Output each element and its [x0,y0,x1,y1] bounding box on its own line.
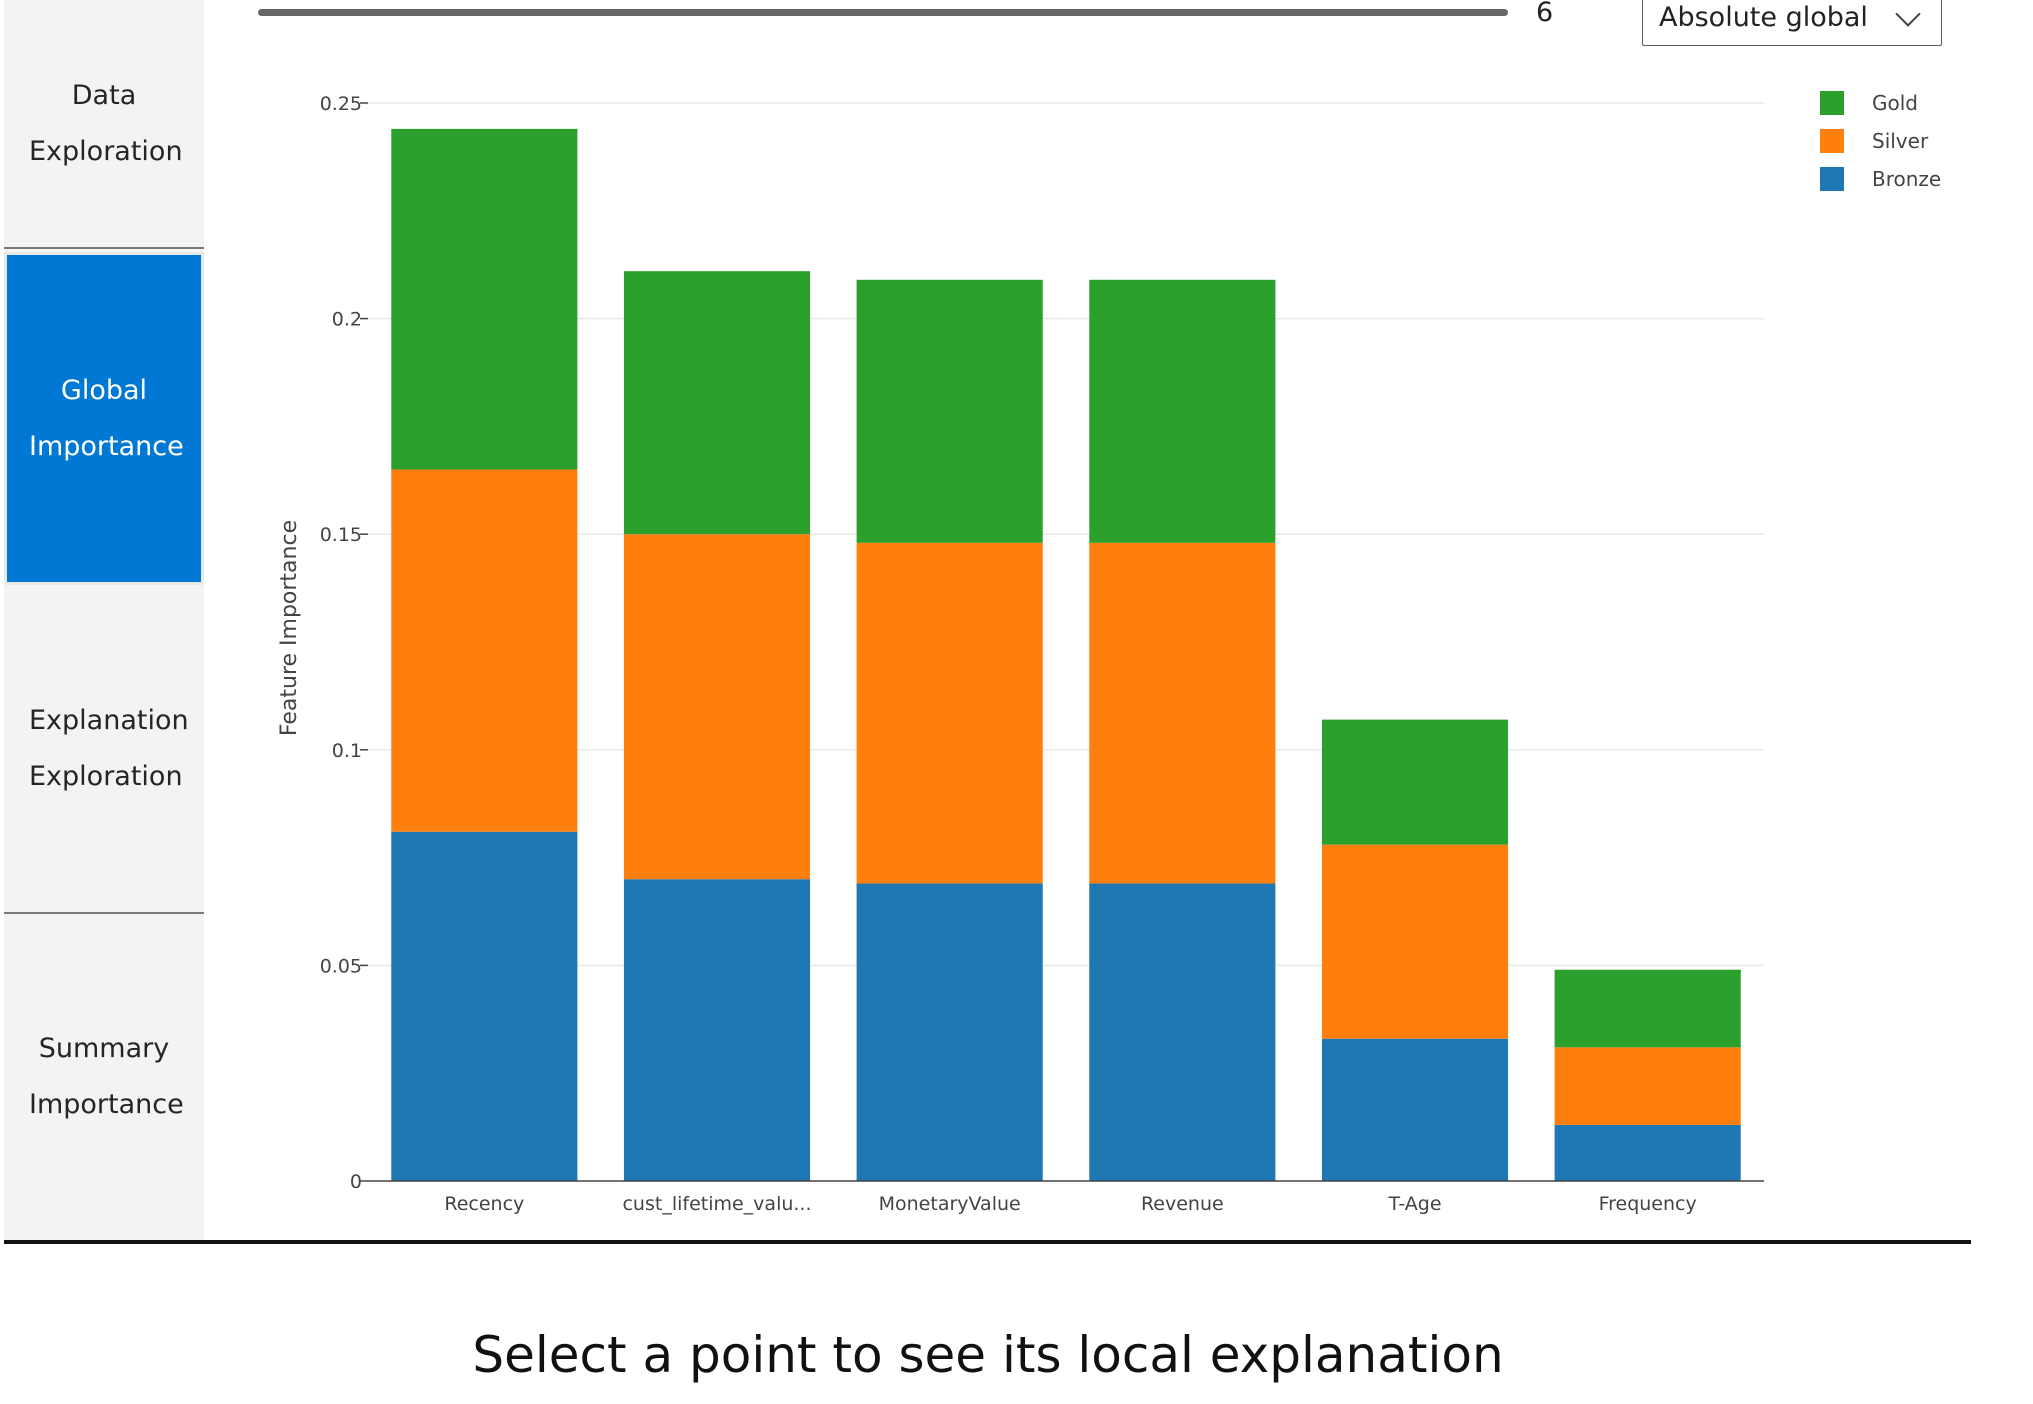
legend-label: Bronze [1872,167,1941,191]
y-axis-title: Feature Importance [277,520,302,736]
bar-segment-bronze[interactable] [856,883,1043,1181]
nav-item-explanation-exploration[interactable]: Explanation Exploration [4,585,204,912]
bar-segment-silver[interactable] [1089,542,1276,884]
nav-divider [4,247,204,249]
bar-segment-silver[interactable] [856,542,1043,884]
nav-item-summary-importance[interactable]: Summary Importance [4,914,204,1240]
x-tick-label: Frequency [1599,1193,1697,1215]
sidebar-nav: Data Exploration Global Importance Expla… [4,0,204,1240]
nav-item-data-exploration[interactable]: Data Exploration [4,0,204,248]
section-divider [4,1240,1971,1244]
nav-item-label: Summary Importance [29,1033,184,1120]
axes: 0 0.05 0.1 0.15 0.2 0.25 Recency cust_lifetime_… [320,93,1764,1215]
bar-segment-gold[interactable] [1554,969,1741,1048]
nav-item-global-importance[interactable]: Global Importance [4,252,204,585]
bar-segment-silver[interactable] [1554,1047,1741,1125]
legend-swatch [1820,167,1844,191]
dropdown-value: Absolute global [1659,2,1868,33]
nav-item-label: Explanation Exploration [29,704,189,792]
bar-segment-silver[interactable] [391,469,578,832]
slider-value: 6 [1536,0,1554,28]
x-tick-label: Revenue [1141,1193,1224,1215]
legend-label: Silver [1872,129,1929,153]
feature-importance-chart: 0 0.05 0.1 0.15 0.2 0.25 Recency cust_lifetime_… [277,91,1941,1215]
bar-segment-bronze[interactable] [1089,883,1276,1181]
bar-segment-gold[interactable] [856,279,1043,543]
x-tick-label: Recency [444,1193,524,1215]
legend: Gold Silver Bronze [1820,91,1941,191]
legend-label: Gold [1872,91,1918,115]
grid-lines [368,102,1764,967]
legend-swatch [1820,129,1844,153]
y-tick-label: 0.1 [332,740,362,762]
bar-segment-gold[interactable] [1089,279,1276,543]
x-tick-label: MonetaryValue [879,1193,1021,1215]
bar-segment-bronze[interactable] [623,879,811,1181]
bar-segment-silver[interactable] [623,534,811,880]
bar-segment-gold[interactable] [623,271,811,535]
nav-item-label: Data Exploration [29,80,183,167]
y-tick-label: 0.2 [332,309,362,331]
bar-segment-bronze[interactable] [1554,1124,1741,1181]
nav-item-label: Global Importance [29,374,184,462]
nav-divider [4,912,204,914]
bar-segment-gold[interactable] [391,128,578,470]
importance-mode-dropdown[interactable]: Absolute global [1642,0,1942,46]
x-tick-label: T-Age [1387,1193,1441,1215]
y-tick-label: 0.15 [320,524,362,546]
legend-swatch [1820,91,1844,115]
bar-segment-bronze[interactable] [1321,1038,1509,1181]
bar-segment-gold[interactable] [1321,719,1509,845]
bar-segment-silver[interactable] [1321,844,1509,1039]
y-tick-label: 0 [350,1171,362,1193]
x-tick-label: cust_lifetime_valu... [622,1193,811,1215]
y-tick-label: 0.05 [320,955,362,977]
bars [391,128,1741,1181]
y-tick-label: 0.25 [320,93,362,115]
local-explanation-prompt: Select a point to see its local explanat… [472,1326,1504,1384]
bar-segment-bronze[interactable] [391,831,578,1181]
